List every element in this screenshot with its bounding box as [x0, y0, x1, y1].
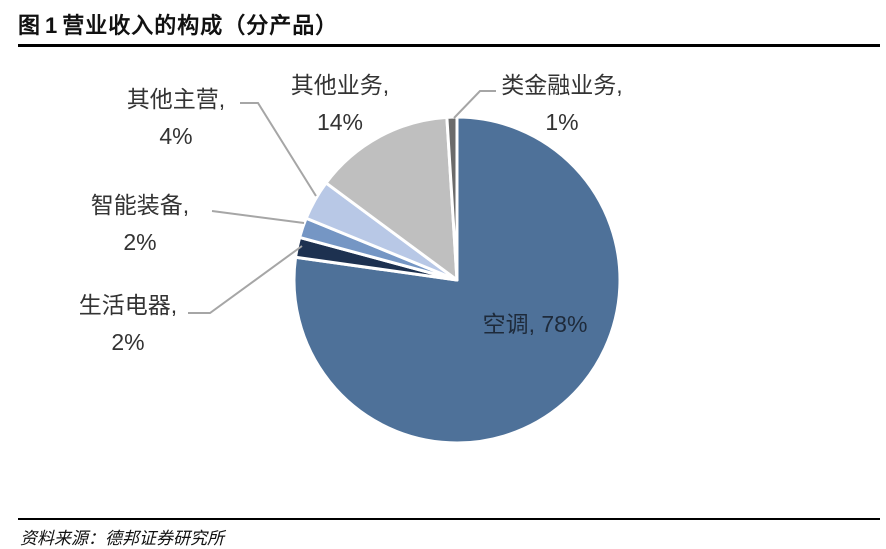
figure-title-text: 营业收入的构成（分产品） [62, 14, 339, 39]
pie-slice-other-business [324, 115, 459, 282]
data-labels: 空调, 78% 生活电器, 2% 智能装备, 2% 其他主营, 4% 其他业务, 14% 类金融业… [79, 72, 623, 355]
data-label-other-main: 其他主营, 4% [127, 86, 225, 149]
data-label-smart-equipment: 智能装备, 2% [91, 192, 189, 255]
figure-number: 1 [45, 13, 59, 38]
data-label-air-conditioner: 空调, 78% [483, 311, 588, 337]
leader-line-other-main [240, 102, 317, 197]
pie-slice-air-conditioner [292, 115, 622, 445]
leader-line-smart-equipment [211, 210, 305, 224]
source-note: 资料来源：德邦证券研究所 [20, 529, 224, 549]
leader-line-home-appliance [188, 245, 303, 314]
leader-lines [188, 90, 496, 314]
figure-title-prefix: 图 [18, 14, 42, 39]
data-label-home-appliance: 生活电器, 2% [79, 292, 177, 355]
top-rule [18, 44, 880, 47]
pie-slice-quasi-finance [445, 115, 459, 282]
figure-title: 图 1 营业收入的构成（分产品） [18, 8, 338, 40]
leader-line-quasi-finance [453, 90, 496, 119]
data-label-other-business: 其他业务, 14% [291, 72, 389, 135]
bottom-rule [18, 518, 880, 520]
pie-slices [292, 115, 622, 445]
data-label-quasi-finance: 类金融业务, 1% [501, 72, 622, 135]
